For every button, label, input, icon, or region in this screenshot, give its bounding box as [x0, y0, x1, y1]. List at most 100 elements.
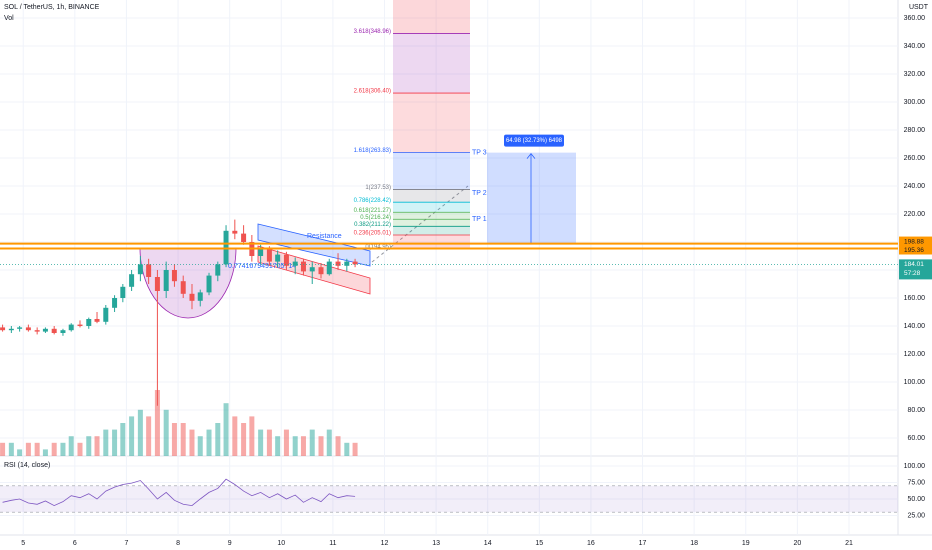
price-tag-label: 195.36: [904, 247, 924, 254]
candle-body: [120, 286, 126, 298]
y-tick-label: 100.00: [904, 379, 926, 386]
volume-bar: [335, 436, 341, 456]
volume-bar: [51, 442, 57, 456]
y-tick-label: 80.00: [907, 407, 925, 414]
candle-body: [283, 254, 289, 266]
x-tick-label: 18: [690, 540, 698, 547]
volume-bar: [25, 442, 31, 456]
volume-bar: [215, 423, 221, 456]
fib-label: 1.618(263.83): [354, 148, 391, 154]
last-price-label: 184.01: [904, 261, 924, 268]
candle-body: [17, 327, 23, 329]
volume-bar: [68, 436, 74, 456]
candle-body: [258, 248, 264, 256]
volume-bar: [344, 442, 350, 456]
volume-bar: [258, 429, 264, 456]
volume-bar: [292, 436, 298, 456]
fib-zone: [393, 189, 470, 203]
candle-body: [180, 281, 186, 294]
candle-body: [68, 324, 74, 331]
volume-bar: [300, 436, 306, 456]
fib-label: 3.618(348.96): [354, 29, 391, 35]
volume-bar: [17, 449, 23, 456]
candle-body: [0, 327, 6, 331]
y-tick-label: 340.00: [904, 43, 926, 50]
volume-bar: [34, 442, 40, 456]
candle-body: [51, 328, 57, 333]
x-tick-label: 8: [176, 540, 180, 547]
volume-bar: [241, 423, 247, 456]
candle-body: [344, 261, 350, 266]
volume-bar: [120, 423, 126, 456]
fib-zone: [393, 0, 470, 34]
channel-upper: [257, 223, 371, 267]
candle-body: [60, 330, 66, 333]
volume-bar: [197, 436, 203, 456]
x-tick-label: 16: [587, 540, 595, 547]
y-tick-label: 60.00: [907, 435, 925, 442]
candle-body: [94, 318, 100, 322]
price-tag: [899, 236, 932, 246]
candle-body: [189, 293, 195, 301]
x-tick-label: 5: [21, 540, 25, 547]
y-tick-label: 300.00: [904, 99, 926, 106]
volume-bar: [42, 449, 48, 456]
measure-arrowhead: [526, 152, 536, 159]
x-tick-label: 9: [228, 540, 232, 547]
fib-label: 1(237.53): [365, 185, 391, 191]
volume-bar: [266, 429, 272, 456]
candle-body: [275, 254, 281, 262]
candle-body: [146, 264, 152, 277]
volume-bar: [8, 442, 14, 456]
volume-bar: [154, 390, 160, 456]
candle-body: [326, 261, 332, 275]
target-label: TP 1: [472, 216, 487, 223]
currency: USDT: [909, 4, 929, 11]
candle-body: [137, 264, 143, 275]
volume-bar: [283, 429, 289, 456]
candle-body: [34, 330, 40, 332]
volume-bar: [129, 416, 135, 456]
candle-body: [86, 318, 92, 326]
candle-body: [171, 269, 177, 282]
chart-header: SOL / TetherUS, 1h, BINANCE: [4, 4, 100, 11]
candle-body: [8, 328, 14, 331]
volume-bar: [137, 409, 143, 456]
volume-bar: [86, 436, 92, 456]
volume-bar: [189, 429, 195, 456]
candle-body: [129, 274, 135, 287]
y-tick-label: 360.00: [904, 15, 926, 22]
volume-bar: [77, 442, 83, 456]
candle-body: [241, 233, 247, 242]
volume-bar: [309, 429, 315, 456]
rsi-label: RSI (14, close): [4, 462, 50, 469]
measure-box: [487, 152, 576, 244]
candle-body: [266, 248, 272, 262]
candle-body: [215, 264, 221, 276]
volume-bar: [103, 429, 109, 456]
rsi-tick-label: 25.00: [907, 512, 925, 519]
candle-body: [25, 327, 31, 331]
x-tick-label: 13: [432, 540, 440, 547]
fib-label: 0.786(228.42): [354, 198, 391, 204]
y-tick-label: 220.00: [904, 211, 926, 218]
candle-body: [197, 292, 203, 301]
volume-bar: [326, 429, 332, 456]
volume-bar: [275, 436, 281, 456]
candle-body: [154, 276, 160, 291]
candle-body: [309, 267, 315, 272]
y-tick-label: 320.00: [904, 71, 926, 78]
candle-body: [206, 275, 212, 293]
x-tick-label: 14: [484, 540, 492, 547]
measure-label: 64.98 (32.73%) 6498: [506, 138, 563, 144]
volume-bar: [112, 429, 118, 456]
volume-bar: [163, 409, 169, 456]
volume-bar: [318, 436, 324, 456]
x-tick-label: 19: [742, 540, 750, 547]
fib-zone: [393, 226, 470, 235]
fib-zone: [393, 234, 470, 250]
countdown: 57:28: [904, 270, 921, 277]
rsi-tick-label: 100.00: [904, 463, 926, 470]
